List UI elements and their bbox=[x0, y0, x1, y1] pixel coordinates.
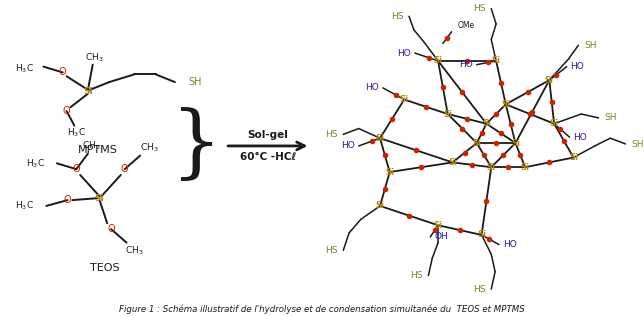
Text: OMe: OMe bbox=[457, 21, 475, 31]
Text: HS: HS bbox=[410, 271, 422, 280]
Text: H$_3$C: H$_3$C bbox=[15, 200, 33, 212]
Text: Figure 1 : Schéma illustratif de l'hydrolyse et de condensation simultanée du  T: Figure 1 : Schéma illustratif de l'hydro… bbox=[119, 305, 525, 314]
Text: SH: SH bbox=[189, 77, 202, 87]
Text: OH: OH bbox=[434, 232, 448, 241]
Text: Si: Si bbox=[549, 119, 558, 128]
Text: O: O bbox=[59, 67, 66, 77]
Text: Si: Si bbox=[433, 221, 442, 230]
Text: Si: Si bbox=[501, 100, 510, 109]
Text: CH$_3$: CH$_3$ bbox=[82, 140, 101, 152]
Text: Si: Si bbox=[472, 138, 481, 148]
Text: O: O bbox=[73, 164, 80, 174]
Text: HS: HS bbox=[391, 12, 403, 21]
Text: Si: Si bbox=[375, 134, 384, 143]
Text: O: O bbox=[63, 106, 70, 116]
Text: Si: Si bbox=[400, 95, 409, 104]
Text: H$_3$C: H$_3$C bbox=[15, 62, 33, 75]
Text: Si: Si bbox=[477, 230, 486, 240]
Text: Si: Si bbox=[545, 76, 554, 85]
Text: HS: HS bbox=[473, 285, 486, 294]
Text: O: O bbox=[108, 224, 115, 234]
Text: Si: Si bbox=[482, 119, 491, 128]
Text: HO: HO bbox=[573, 133, 587, 142]
Text: CH$_3$: CH$_3$ bbox=[125, 244, 144, 257]
Text: H$_3$C: H$_3$C bbox=[26, 157, 45, 170]
Text: Si: Si bbox=[511, 138, 520, 148]
Text: HO: HO bbox=[459, 60, 473, 69]
Text: HO: HO bbox=[571, 62, 584, 71]
Text: Si: Si bbox=[569, 153, 578, 162]
Text: Si: Si bbox=[487, 163, 496, 172]
Text: HO: HO bbox=[365, 83, 379, 92]
Text: O: O bbox=[64, 195, 71, 205]
Text: HS: HS bbox=[325, 130, 337, 139]
Text: }: } bbox=[171, 107, 222, 185]
Text: HS: HS bbox=[325, 246, 337, 255]
Text: H$_3$C: H$_3$C bbox=[67, 126, 86, 139]
Text: HO: HO bbox=[397, 49, 411, 58]
Text: 60°C -HCℓ: 60°C -HCℓ bbox=[240, 152, 296, 161]
Text: SH: SH bbox=[632, 139, 644, 149]
Text: HS: HS bbox=[473, 4, 486, 13]
Text: Si: Si bbox=[385, 167, 394, 177]
Text: Si: Si bbox=[443, 110, 452, 118]
Text: O: O bbox=[121, 164, 128, 174]
Text: Si: Si bbox=[491, 56, 500, 65]
Text: MPTMS: MPTMS bbox=[78, 145, 118, 155]
Text: Si: Si bbox=[520, 163, 529, 172]
Text: Si: Si bbox=[448, 158, 457, 167]
Text: Si: Si bbox=[83, 87, 93, 96]
Text: HO: HO bbox=[341, 142, 355, 150]
Text: Si: Si bbox=[433, 56, 442, 65]
Text: TEOS: TEOS bbox=[90, 263, 119, 273]
Text: HO: HO bbox=[503, 240, 516, 249]
Text: CH$_3$: CH$_3$ bbox=[140, 142, 159, 154]
Text: Si: Si bbox=[375, 201, 384, 210]
Text: SH: SH bbox=[584, 41, 596, 50]
Text: Si: Si bbox=[95, 194, 104, 203]
Text: CH$_3$: CH$_3$ bbox=[86, 52, 104, 64]
Text: Sol-gel: Sol-gel bbox=[247, 130, 289, 140]
Text: SH: SH bbox=[605, 113, 617, 122]
